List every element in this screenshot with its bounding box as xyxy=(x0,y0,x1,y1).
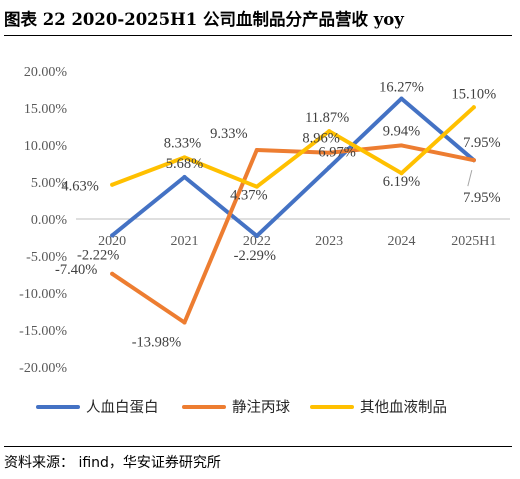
data-point xyxy=(110,233,115,238)
x-tick-label: 2022 xyxy=(243,234,271,249)
y-tick-label: -10.00% xyxy=(19,287,67,302)
line-chart: 20.00% 15.00% 10.00% 5.00% 0.00% -5.00% -10.00… xyxy=(19,65,510,416)
data-label: -2.22% xyxy=(77,247,119,263)
data-point xyxy=(182,155,187,160)
data-point xyxy=(254,184,259,189)
data-point xyxy=(327,165,332,170)
legend-label: 静注丙球 xyxy=(232,399,290,416)
data-label: 15.10% xyxy=(451,86,496,102)
legend-label: 其他血液制品 xyxy=(360,399,447,416)
data-label: 6.97% xyxy=(318,144,355,160)
data-point xyxy=(399,143,404,148)
axes: 20.00% 15.00% 10.00% 5.00% 0.00% -5.00% -10.00… xyxy=(19,65,510,376)
data-label: 7.95% xyxy=(463,135,500,151)
data-label: -13.98% xyxy=(132,334,182,350)
title-divider xyxy=(4,35,512,36)
data-point xyxy=(327,150,332,155)
data-point xyxy=(399,171,404,176)
y-tick-label: -20.00% xyxy=(19,361,67,376)
data-point xyxy=(254,233,259,238)
data-point xyxy=(110,182,115,187)
data-point xyxy=(327,129,332,134)
data-label: 11.87% xyxy=(305,110,349,126)
data-label: 7.95% xyxy=(463,190,500,206)
data-point xyxy=(110,271,115,276)
data-point xyxy=(182,174,187,179)
y-tick-label: -15.00% xyxy=(19,324,67,339)
x-tick-label: 2023 xyxy=(315,234,343,249)
data-label: 9.33% xyxy=(210,126,247,142)
data-label: 4.37% xyxy=(230,188,267,204)
y-tick-label: 10.00% xyxy=(24,139,68,154)
series-line xyxy=(110,143,476,325)
x-tick-label: 2025H1 xyxy=(451,234,496,249)
series-line xyxy=(110,105,476,189)
y-tick-label: 15.00% xyxy=(24,102,68,117)
x-tick-label: 2024 xyxy=(388,234,416,249)
y-tick-label: -5.00% xyxy=(26,250,67,265)
data-label: 5.68% xyxy=(166,156,203,172)
legend: 人血白蛋白 静注丙球 其他血液制品 xyxy=(36,399,447,416)
data-point xyxy=(399,96,404,101)
y-tick-label: 5.00% xyxy=(31,176,68,191)
data-point xyxy=(471,158,476,163)
x-tick-label: 2021 xyxy=(171,234,199,249)
y-tick-label: 0.00% xyxy=(31,213,68,228)
legend-label: 人血白蛋白 xyxy=(86,399,159,416)
data-label: 4.63% xyxy=(61,179,98,195)
y-tick-label: 20.00% xyxy=(24,65,68,80)
source-divider xyxy=(4,446,512,447)
data-point xyxy=(471,105,476,110)
data-label: -7.40% xyxy=(55,262,97,278)
data-labels: -2.22% 5.68% -2.29% 6.97% 16.27% 7.95% -7.40% -… xyxy=(55,80,501,351)
data-label: 8.33% xyxy=(164,135,201,151)
data-label: -2.29% xyxy=(234,248,276,264)
data-label: 9.94% xyxy=(383,123,420,139)
data-point xyxy=(254,147,259,152)
series-line xyxy=(110,96,476,238)
data-point xyxy=(182,320,187,325)
label-leader-line xyxy=(467,170,473,187)
series-lines xyxy=(110,96,476,325)
data-label: 6.19% xyxy=(383,174,420,190)
x-tick-label: 2020 xyxy=(98,234,126,249)
figure-title: 图表 22 2020-2025H1 公司血制品分产品营收 yoy xyxy=(4,10,404,29)
data-label: 8.96% xyxy=(302,131,339,147)
source-note: 资料来源： ifind，华安证券研究所 xyxy=(4,455,221,471)
data-label: 16.27% xyxy=(379,80,424,96)
